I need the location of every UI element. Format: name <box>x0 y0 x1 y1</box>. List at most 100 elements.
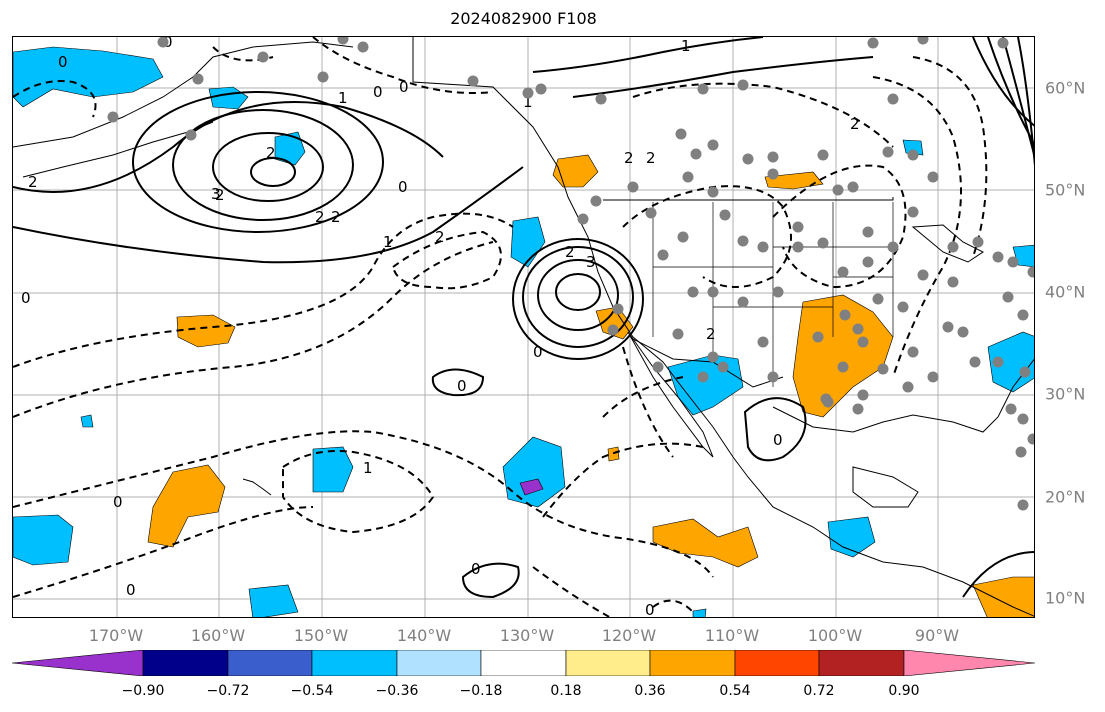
station-dot <box>317 71 329 83</box>
contour-label: 3 <box>211 185 221 203</box>
station-dot <box>872 293 884 305</box>
contours-positive <box>13 37 1034 599</box>
contour-label: 0 <box>399 78 409 96</box>
station-dot <box>1027 266 1034 278</box>
station-dot <box>690 148 702 160</box>
contour-label: 1 <box>383 233 393 251</box>
station-dot <box>767 371 779 383</box>
map-title: 2024082900 F108 <box>450 9 597 28</box>
station-dot <box>192 73 204 85</box>
colorbar-cell <box>734 650 820 676</box>
contour-label: 2 <box>435 228 445 246</box>
station-dot <box>697 83 709 95</box>
contour-label: 0 <box>21 289 31 307</box>
lat-label: 20°N <box>1045 487 1086 507</box>
station-dot <box>757 241 769 253</box>
lat-label: 60°N <box>1045 78 1086 98</box>
lon-label: 110°W <box>704 626 760 645</box>
colorbar-cell <box>565 650 651 676</box>
contour-label: 1 <box>523 93 533 111</box>
contour-label: 2 <box>565 243 575 261</box>
shaded-anomalies <box>13 46 1034 617</box>
shade-orange <box>147 464 226 548</box>
station-dot <box>1017 499 1029 511</box>
shade-blue <box>510 216 546 268</box>
coastline-north-america <box>412 37 1034 617</box>
station-dot <box>719 209 731 221</box>
contour-label: 2 <box>266 144 276 162</box>
contour-label: 0 <box>457 377 467 395</box>
shade-blue <box>248 584 299 617</box>
contour-label: 0 <box>645 601 655 618</box>
station-dot <box>707 351 719 363</box>
station-dot <box>1027 433 1034 445</box>
station-dot <box>907 206 919 218</box>
station-dot <box>992 251 1004 263</box>
map-panel: 0 0 1 0 1 1 2 2 2 2 3 2 2 2 0 2 1 2 2 3 … <box>12 36 1035 618</box>
contour-label: 2 <box>850 115 860 133</box>
station-dot <box>1002 291 1014 303</box>
shade-purple <box>519 478 544 496</box>
station-dot <box>887 241 899 253</box>
contour-label: 2 <box>331 208 341 226</box>
contour-label: 2 <box>28 173 38 191</box>
colorbar-tick-label: −0.18 <box>459 683 503 699</box>
station-dot <box>947 276 959 288</box>
station-dot <box>652 361 664 373</box>
station-dot <box>1019 366 1031 378</box>
station-dot <box>672 328 684 340</box>
station-dot <box>839 309 851 321</box>
station-dot <box>917 269 929 281</box>
station-dot <box>862 226 874 238</box>
colorbar-cell <box>818 650 905 676</box>
station-dot <box>682 171 694 183</box>
lat-label: 30°N <box>1045 384 1086 404</box>
colorbar-cell <box>480 650 567 676</box>
shade-blue <box>80 414 94 428</box>
contour-label: 0 <box>398 178 408 196</box>
lon-label: 170°W <box>88 626 144 645</box>
colorbar-tick-label: 0.72 <box>803 683 835 699</box>
station-dot <box>707 139 719 151</box>
station-dot <box>832 184 844 196</box>
shade-orange <box>176 314 236 348</box>
station-dot <box>687 286 699 298</box>
station-dot <box>792 221 804 233</box>
station-dot <box>1007 256 1019 268</box>
station-dots <box>107 37 1034 511</box>
contour-label: 0 <box>533 343 543 361</box>
colorbar-tick-label: 0.90 <box>888 683 920 699</box>
coastline-gulf <box>772 358 1034 433</box>
colorbar-cell <box>227 650 313 676</box>
shade-blue <box>13 514 74 566</box>
contour-label: 3 <box>586 253 596 271</box>
map-plot: 0 0 1 0 1 1 2 2 2 2 3 2 2 2 0 2 1 2 2 3 … <box>13 37 1034 618</box>
station-dot <box>1017 309 1029 321</box>
colorbar-cell <box>903 650 1035 676</box>
contour-label: 0 <box>773 431 783 449</box>
station-dot <box>595 93 607 105</box>
colorbar-tick-label: 0.36 <box>634 683 666 699</box>
station-dot <box>927 171 939 183</box>
coastline-yucatan <box>852 466 919 508</box>
shade-blue <box>667 354 744 416</box>
station-dot <box>947 241 959 253</box>
contour-label: 0 <box>126 581 136 599</box>
station-dot <box>627 181 639 193</box>
colorbar-tick-label: −0.36 <box>375 683 419 699</box>
station-dot <box>645 207 657 219</box>
lat-label: 10°N <box>1045 588 1086 608</box>
contour-label: 2 <box>646 149 656 167</box>
station-dot <box>877 363 889 375</box>
colorbar-tick-label: −0.72 <box>206 683 250 699</box>
contour-label: 1 <box>681 37 691 55</box>
station-dot <box>257 51 269 63</box>
station-dot <box>707 186 719 198</box>
station-dot <box>817 237 829 249</box>
coastline-aleutians <box>22 121 214 178</box>
station-dot <box>657 249 669 261</box>
station-dot <box>992 356 1004 368</box>
shade-blue <box>692 608 707 617</box>
station-dot <box>927 371 939 383</box>
lat-label: 40°N <box>1045 282 1086 302</box>
